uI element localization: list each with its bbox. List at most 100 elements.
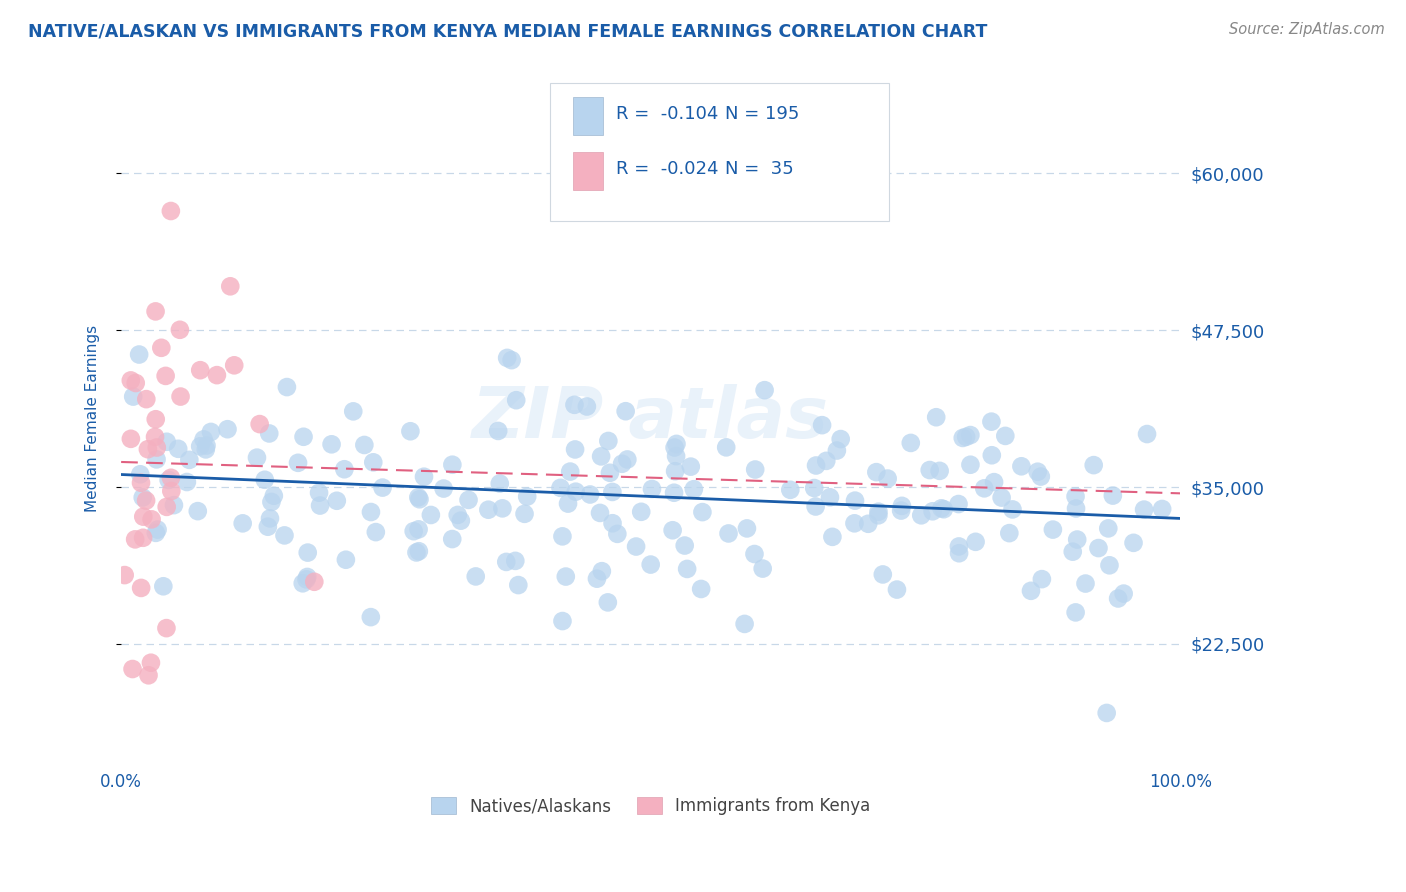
Point [399, 424, 422, 438]
Point [276, 380, 298, 394]
Point [146, 523, 169, 537]
Point [1029, 469, 1052, 483]
Point [1087, 541, 1109, 555]
Point [188, 439, 211, 453]
Point [259, 511, 281, 525]
Point [342, 404, 364, 418]
Point [664, 464, 686, 478]
Point [983, 475, 1005, 490]
Point [640, 558, 662, 572]
Point [408, 491, 430, 505]
Point [200, 425, 222, 439]
Point [1107, 591, 1129, 606]
Point [662, 485, 685, 500]
Point [413, 469, 436, 483]
Point [1064, 490, 1087, 504]
Point [579, 487, 602, 501]
Point [1010, 459, 1032, 474]
Point [564, 398, 586, 412]
Point [844, 493, 866, 508]
Point [779, 483, 801, 497]
Point [844, 516, 866, 531]
Point [321, 437, 343, 451]
Point [402, 524, 425, 539]
Point [145, 525, 167, 540]
Point [1026, 465, 1049, 479]
Point [1097, 521, 1119, 535]
Point [744, 547, 766, 561]
Point [408, 544, 430, 558]
Point [890, 499, 912, 513]
Point [591, 450, 613, 464]
Point [965, 534, 987, 549]
Point [194, 442, 217, 457]
Point [1062, 544, 1084, 558]
Text: R =  -0.104: R = -0.104 [616, 105, 718, 123]
Point [150, 341, 173, 355]
Point [488, 476, 510, 491]
Point [665, 449, 688, 463]
Point [273, 528, 295, 542]
Point [188, 363, 211, 377]
Point [825, 443, 848, 458]
Point [955, 430, 977, 444]
Point [735, 521, 758, 535]
Point [295, 573, 318, 587]
Point [145, 452, 167, 467]
Point [291, 576, 314, 591]
Point [679, 459, 702, 474]
Point [1133, 502, 1156, 516]
Legend: Natives/Alaskans, Immigrants from Kenya: Natives/Alaskans, Immigrants from Kenya [423, 789, 879, 824]
Point [876, 472, 898, 486]
Point [586, 572, 609, 586]
Point [122, 390, 145, 404]
Bar [574, 153, 603, 190]
Point [505, 554, 527, 568]
Point [297, 570, 319, 584]
Point [157, 473, 180, 487]
Point [297, 546, 319, 560]
Point [821, 530, 844, 544]
Point [1095, 706, 1118, 720]
Point [308, 485, 330, 500]
Point [602, 484, 624, 499]
Point [1112, 586, 1135, 600]
Point [232, 516, 254, 531]
Point [125, 376, 148, 390]
Point [246, 450, 269, 465]
Point [1001, 502, 1024, 516]
Point [591, 564, 613, 578]
Y-axis label: Median Female Earnings: Median Female Earnings [86, 325, 100, 512]
Point [804, 458, 827, 473]
Text: NATIVE/ALASKAN VS IMMIGRANTS FROM KENYA MEDIAN FEMALE EARNINGS CORRELATION CHART: NATIVE/ALASKAN VS IMMIGRANTS FROM KENYA … [28, 22, 987, 40]
Point [599, 466, 621, 480]
Point [128, 347, 150, 361]
Point [160, 483, 183, 498]
Point [155, 621, 177, 635]
Point [495, 555, 517, 569]
Point [360, 610, 382, 624]
Point [260, 495, 283, 509]
Point [287, 456, 309, 470]
Point [513, 507, 536, 521]
Point [129, 581, 152, 595]
Point [419, 508, 441, 522]
Point [155, 368, 177, 383]
Point [145, 304, 167, 318]
Point [856, 516, 879, 531]
Point [692, 505, 714, 519]
Point [1066, 533, 1088, 547]
Point [560, 465, 582, 479]
Point [217, 422, 239, 436]
Point [163, 498, 186, 512]
Point [925, 410, 948, 425]
Point [616, 452, 638, 467]
FancyBboxPatch shape [550, 83, 889, 221]
Point [1136, 427, 1159, 442]
Point [575, 400, 598, 414]
Point [886, 582, 908, 597]
Point [176, 475, 198, 489]
Point [145, 412, 167, 426]
Point [948, 546, 970, 560]
Point [589, 506, 612, 520]
